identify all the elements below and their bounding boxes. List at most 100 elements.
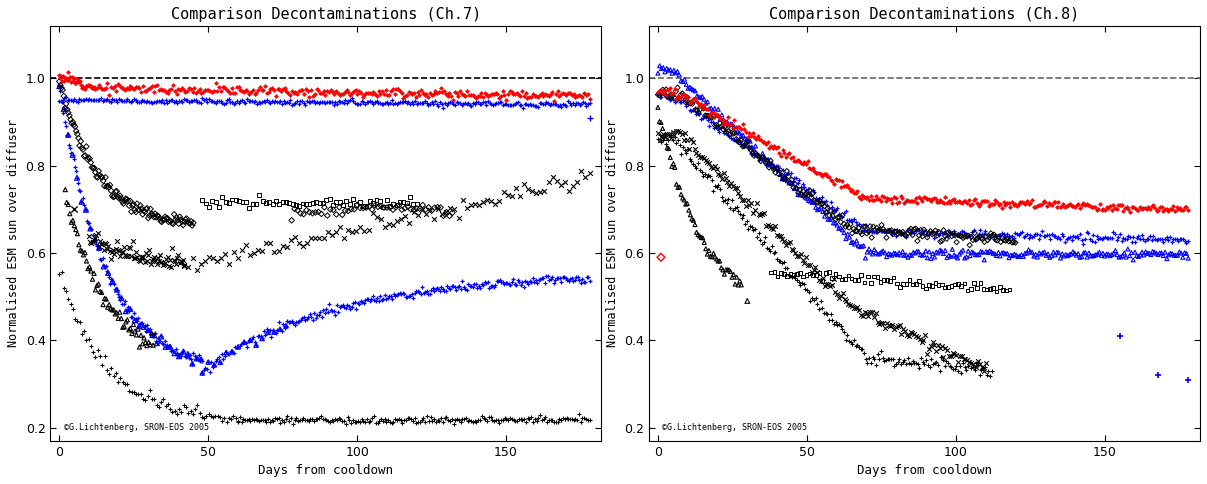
Point <box>536 272 555 280</box>
Point <box>556 414 576 422</box>
Point <box>356 204 375 212</box>
Point <box>1049 249 1068 257</box>
Point <box>456 414 476 422</box>
Point <box>106 188 126 196</box>
Point <box>723 273 742 281</box>
Point <box>648 88 667 96</box>
Point <box>880 226 899 234</box>
Point <box>212 417 232 425</box>
Point <box>279 89 298 97</box>
Point <box>702 176 722 184</box>
Point <box>1083 203 1102 211</box>
Point <box>874 319 893 327</box>
Point <box>1083 237 1102 244</box>
Point <box>82 85 101 92</box>
Point <box>77 336 97 344</box>
Point <box>101 187 121 195</box>
Point <box>153 96 173 104</box>
Point <box>454 91 473 99</box>
Point <box>87 231 106 239</box>
Point <box>425 204 444 212</box>
Point <box>1001 233 1020 241</box>
Point <box>152 333 171 340</box>
Point <box>84 236 104 243</box>
Point <box>523 187 542 195</box>
Point <box>960 358 979 365</box>
Point <box>355 227 374 235</box>
Point <box>659 145 678 152</box>
Point <box>829 225 849 232</box>
Point <box>995 197 1014 205</box>
Point <box>1040 254 1060 261</box>
Point <box>326 98 345 106</box>
Point <box>665 86 684 93</box>
Point <box>806 169 826 177</box>
Point <box>699 112 718 120</box>
Point <box>500 101 519 108</box>
Point <box>210 83 229 91</box>
Point <box>334 99 354 107</box>
Point <box>75 84 94 91</box>
Point <box>704 106 723 114</box>
Point <box>70 95 89 103</box>
Point <box>122 388 141 396</box>
Point <box>820 205 839 212</box>
Point <box>93 174 112 182</box>
Point <box>811 200 830 208</box>
Point <box>702 253 722 261</box>
Point <box>156 88 175 96</box>
Point <box>101 98 121 106</box>
Point <box>253 327 273 335</box>
Point <box>392 90 412 97</box>
Point <box>717 127 736 135</box>
Point <box>138 342 157 349</box>
Point <box>543 89 562 96</box>
Point <box>396 293 415 301</box>
Point <box>898 254 917 261</box>
Point <box>859 227 879 235</box>
Point <box>337 197 356 205</box>
Point <box>393 198 413 206</box>
Point <box>1139 249 1159 257</box>
Point <box>768 143 787 151</box>
Point <box>441 205 460 212</box>
Point <box>478 196 497 204</box>
Point <box>194 365 214 373</box>
Point <box>951 369 970 377</box>
Point <box>1120 252 1139 259</box>
Point <box>87 282 106 289</box>
Point <box>810 169 829 177</box>
Point <box>204 254 223 262</box>
Point <box>163 81 182 89</box>
Point <box>803 165 822 172</box>
Point <box>1113 252 1132 259</box>
Point <box>853 346 873 353</box>
Point <box>686 87 705 95</box>
Point <box>1002 198 1021 206</box>
Point <box>505 100 524 108</box>
Point <box>692 153 711 161</box>
Point <box>783 183 803 191</box>
Point <box>169 251 188 259</box>
Point <box>1014 199 1033 207</box>
Point <box>437 101 456 109</box>
Point <box>940 363 960 370</box>
Point <box>705 105 724 112</box>
Point <box>360 297 379 304</box>
Point <box>526 276 546 284</box>
Point <box>1110 201 1130 209</box>
Point <box>295 90 314 97</box>
Point <box>466 281 485 288</box>
Point <box>960 241 979 249</box>
Point <box>771 269 791 277</box>
Point <box>1149 235 1168 243</box>
Point <box>921 227 940 235</box>
Point <box>511 92 530 100</box>
Point <box>506 417 525 425</box>
Point <box>408 211 427 219</box>
Point <box>926 230 945 238</box>
Point <box>176 353 196 361</box>
Point <box>244 249 263 257</box>
Point <box>1048 235 1067 242</box>
Point <box>1045 232 1065 240</box>
